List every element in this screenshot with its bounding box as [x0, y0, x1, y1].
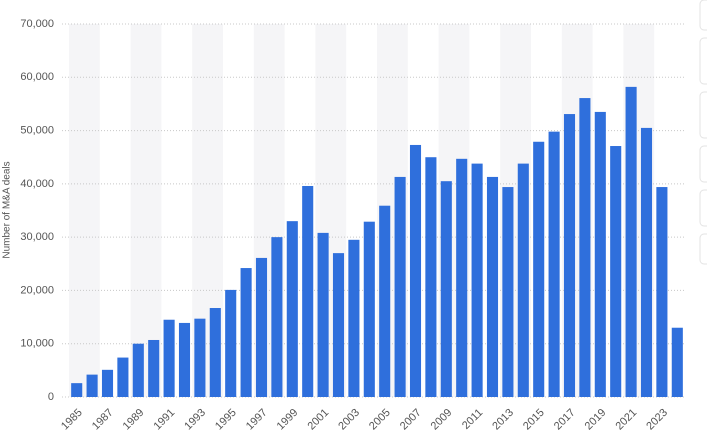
bar	[579, 98, 591, 398]
bar	[640, 127, 653, 398]
x-tick-label: 1993	[182, 407, 208, 433]
bar	[471, 163, 483, 397]
x-tick-label: 1995	[213, 407, 239, 433]
x-tick-label: 2011	[460, 407, 485, 432]
x-tick-label: 2023	[644, 407, 670, 433]
x-tick-label: 2007	[398, 407, 424, 433]
column-band	[69, 24, 100, 397]
bar	[101, 369, 114, 397]
bar	[394, 176, 406, 397]
y-tick-label: 60,000	[20, 71, 54, 83]
bar	[440, 181, 452, 397]
bar	[255, 257, 268, 397]
bar	[517, 163, 529, 397]
x-tick-label: 1991	[151, 407, 177, 433]
bar	[625, 86, 637, 398]
bar	[286, 221, 298, 397]
bar	[302, 185, 314, 397]
bar	[610, 146, 622, 397]
bar	[594, 111, 606, 398]
bar	[148, 339, 160, 397]
y-tick-label: 70,000	[20, 18, 54, 30]
bar	[379, 205, 391, 397]
y-tick-label: 0	[48, 391, 54, 403]
x-tick-label: 1987	[90, 407, 116, 433]
x-tick-label: 2017	[552, 407, 578, 433]
x-tick-label: 2001	[305, 407, 331, 433]
x-tick-label: 2019	[583, 407, 609, 433]
bar	[456, 158, 468, 397]
x-tick-label: 1999	[275, 407, 301, 433]
bar	[409, 144, 422, 397]
side-panel	[699, 0, 707, 265]
y-tick-label: 10,000	[20, 338, 54, 350]
bar	[563, 114, 576, 397]
bar	[348, 239, 360, 397]
bar	[86, 374, 98, 397]
bar	[332, 253, 345, 397]
bar	[548, 131, 560, 397]
bar	[117, 357, 129, 397]
bar	[194, 318, 206, 397]
bar	[240, 268, 252, 397]
bar	[209, 308, 221, 397]
bar	[178, 322, 191, 397]
x-tick-label: 2021	[613, 407, 639, 433]
bar	[132, 343, 144, 397]
bar	[271, 237, 283, 397]
x-tick-label: 2005	[367, 407, 393, 433]
y-tick-label: 50,000	[20, 124, 54, 136]
bar	[533, 141, 545, 397]
bar	[425, 157, 437, 397]
bar	[163, 319, 175, 397]
y-tick-label: 20,000	[20, 284, 54, 296]
bar	[671, 327, 683, 397]
x-tick-label: 1989	[121, 407, 147, 433]
bar	[363, 221, 375, 397]
x-tick-label: 2015	[521, 407, 547, 433]
x-tick-label: 2003	[336, 407, 362, 433]
y-axis-label: Number of M&A deals	[2, 161, 13, 258]
y-tick-label: 40,000	[20, 178, 54, 190]
x-tick-label: 2013	[490, 407, 516, 433]
bar	[317, 232, 329, 397]
x-tick-label: 2009	[429, 407, 455, 433]
x-tick-label: 1985	[59, 407, 85, 433]
bar	[225, 289, 237, 397]
bar	[656, 187, 668, 397]
y-tick-label: 30,000	[20, 231, 54, 243]
x-tick-label: 1997	[244, 407, 270, 433]
bar	[71, 383, 83, 397]
bar	[502, 187, 514, 397]
bar	[486, 176, 499, 397]
column-band	[130, 24, 162, 397]
